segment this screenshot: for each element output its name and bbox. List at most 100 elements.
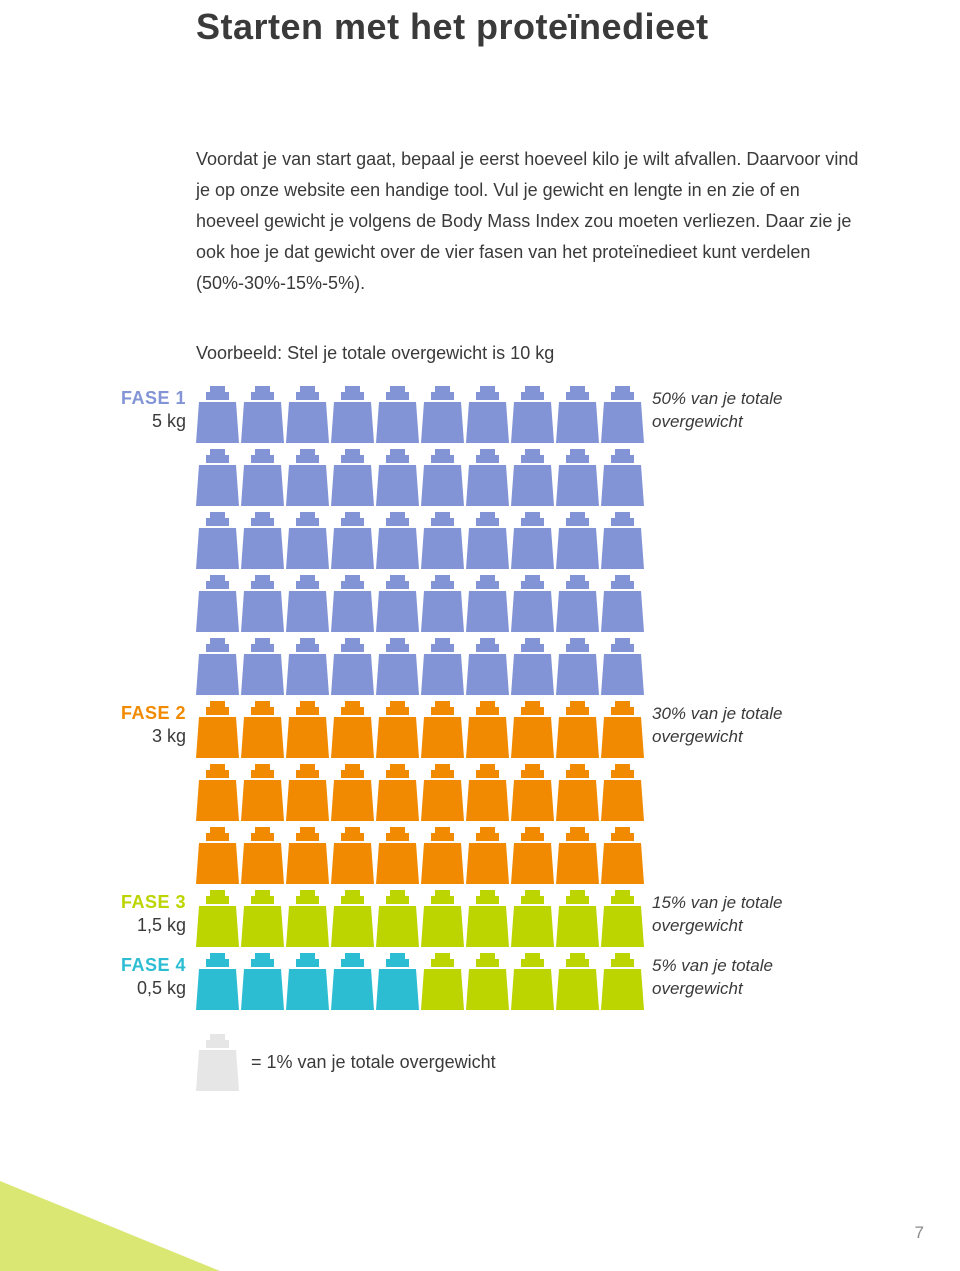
- weight-icon: [511, 386, 554, 443]
- weight-icon: [376, 638, 419, 695]
- weight-icon: [556, 701, 599, 758]
- weight-icon: [196, 638, 239, 695]
- weight-icon: [421, 638, 464, 695]
- weight-icon: [241, 575, 284, 632]
- weight-icon: [601, 638, 644, 695]
- weight-icon: [421, 701, 464, 758]
- weight-icon: [556, 386, 599, 443]
- phase-rows: [196, 386, 644, 695]
- weight-row: [196, 638, 644, 695]
- weight-icon: [376, 953, 419, 1010]
- phase-name: FASE 1: [110, 388, 186, 409]
- weight-icon: [286, 701, 329, 758]
- weight-icon: [196, 575, 239, 632]
- legend: = 1% van je totale overgewicht: [196, 1034, 860, 1091]
- intro-paragraph: Voordat je van start gaat, bepaal je eer…: [196, 144, 860, 299]
- weight-icon: [556, 827, 599, 884]
- phase-group-phase3: FASE 31,5 kg 15% van: [110, 890, 860, 947]
- weight-icon: [421, 890, 464, 947]
- weight-icon: [466, 575, 509, 632]
- weight-icon: [196, 953, 239, 1010]
- weight-icon: [241, 890, 284, 947]
- phase-kg: 1,5 kg: [110, 915, 186, 936]
- weight-icon: [376, 701, 419, 758]
- weight-icon: [331, 575, 374, 632]
- phase-desc: 50% van je totale overgewicht: [652, 388, 802, 434]
- weight-icon: [511, 827, 554, 884]
- weight-icon: [241, 827, 284, 884]
- weight-icon: [601, 449, 644, 506]
- weight-icon: [241, 386, 284, 443]
- weight-icon: [556, 890, 599, 947]
- phase-name: FASE 4: [110, 955, 186, 976]
- weight-icon: [286, 638, 329, 695]
- page-number: 7: [915, 1223, 924, 1243]
- phase-kg: 5 kg: [110, 411, 186, 432]
- weight-row: [196, 701, 644, 758]
- weight-row: [196, 449, 644, 506]
- phase-right-desc: 5% van je totale overgewicht: [644, 953, 802, 1001]
- weight-row: [196, 764, 644, 821]
- weight-icon: [286, 764, 329, 821]
- weight-icon: [466, 764, 509, 821]
- weight-icon: [466, 827, 509, 884]
- weight-row: [196, 575, 644, 632]
- weight-icon: [556, 512, 599, 569]
- phase-kg: 0,5 kg: [110, 978, 186, 999]
- weight-icon: [286, 512, 329, 569]
- weight-icon: [376, 512, 419, 569]
- weight-icon: [511, 701, 554, 758]
- phase-name: FASE 3: [110, 892, 186, 913]
- weight-icon: [286, 890, 329, 947]
- weight-icon: [556, 575, 599, 632]
- weight-icon: [196, 827, 239, 884]
- weight-icon: [196, 890, 239, 947]
- weight-icon: [331, 953, 374, 1010]
- legend-text: = 1% van je totale overgewicht: [251, 1052, 496, 1073]
- weight-icon: [511, 953, 554, 1010]
- weight-icon: [286, 953, 329, 1010]
- weight-icon: [466, 953, 509, 1010]
- weight-icon: [331, 701, 374, 758]
- weight-row: [196, 386, 644, 443]
- weight-icon: [601, 827, 644, 884]
- weight-icon: [511, 512, 554, 569]
- page-title: Starten met het proteïnedieet: [196, 6, 860, 48]
- weight-icon: [241, 701, 284, 758]
- weight-icon: [241, 638, 284, 695]
- phase-left-label: FASE 40,5 kg: [110, 953, 196, 999]
- weight-icon: [331, 386, 374, 443]
- weight-icon: [421, 953, 464, 1010]
- weight-icon: [511, 575, 554, 632]
- weight-icon: [376, 764, 419, 821]
- weight-icon: [376, 890, 419, 947]
- weight-icon: [376, 449, 419, 506]
- weight-icon: [601, 701, 644, 758]
- weight-icon: [286, 827, 329, 884]
- phase-right-desc: 50% van je totale overgewicht: [644, 386, 802, 434]
- phase-rows: [196, 890, 644, 947]
- weight-icon: [196, 449, 239, 506]
- weight-icon: [421, 386, 464, 443]
- weight-icon: [241, 449, 284, 506]
- weight-icon: [466, 449, 509, 506]
- weight-icon: [241, 953, 284, 1010]
- corner-decoration: [0, 1181, 220, 1271]
- phase-name: FASE 2: [110, 703, 186, 724]
- phase-left-label: FASE 31,5 kg: [110, 890, 196, 936]
- weight-icon: [196, 1034, 239, 1091]
- weight-icon: [241, 764, 284, 821]
- weight-icon: [331, 827, 374, 884]
- phase-kg: 3 kg: [110, 726, 186, 747]
- phases-grid: FASE 15 kg: [110, 386, 860, 1016]
- weight-icon: [331, 890, 374, 947]
- weight-icon: [466, 638, 509, 695]
- weight-icon: [511, 890, 554, 947]
- weight-icon: [511, 449, 554, 506]
- weight-icon: [286, 386, 329, 443]
- phase-group-phase2: FASE 23 kg: [110, 701, 860, 884]
- weight-icon: [466, 701, 509, 758]
- weight-icon: [601, 575, 644, 632]
- weight-icon: [286, 575, 329, 632]
- weight-icon: [556, 449, 599, 506]
